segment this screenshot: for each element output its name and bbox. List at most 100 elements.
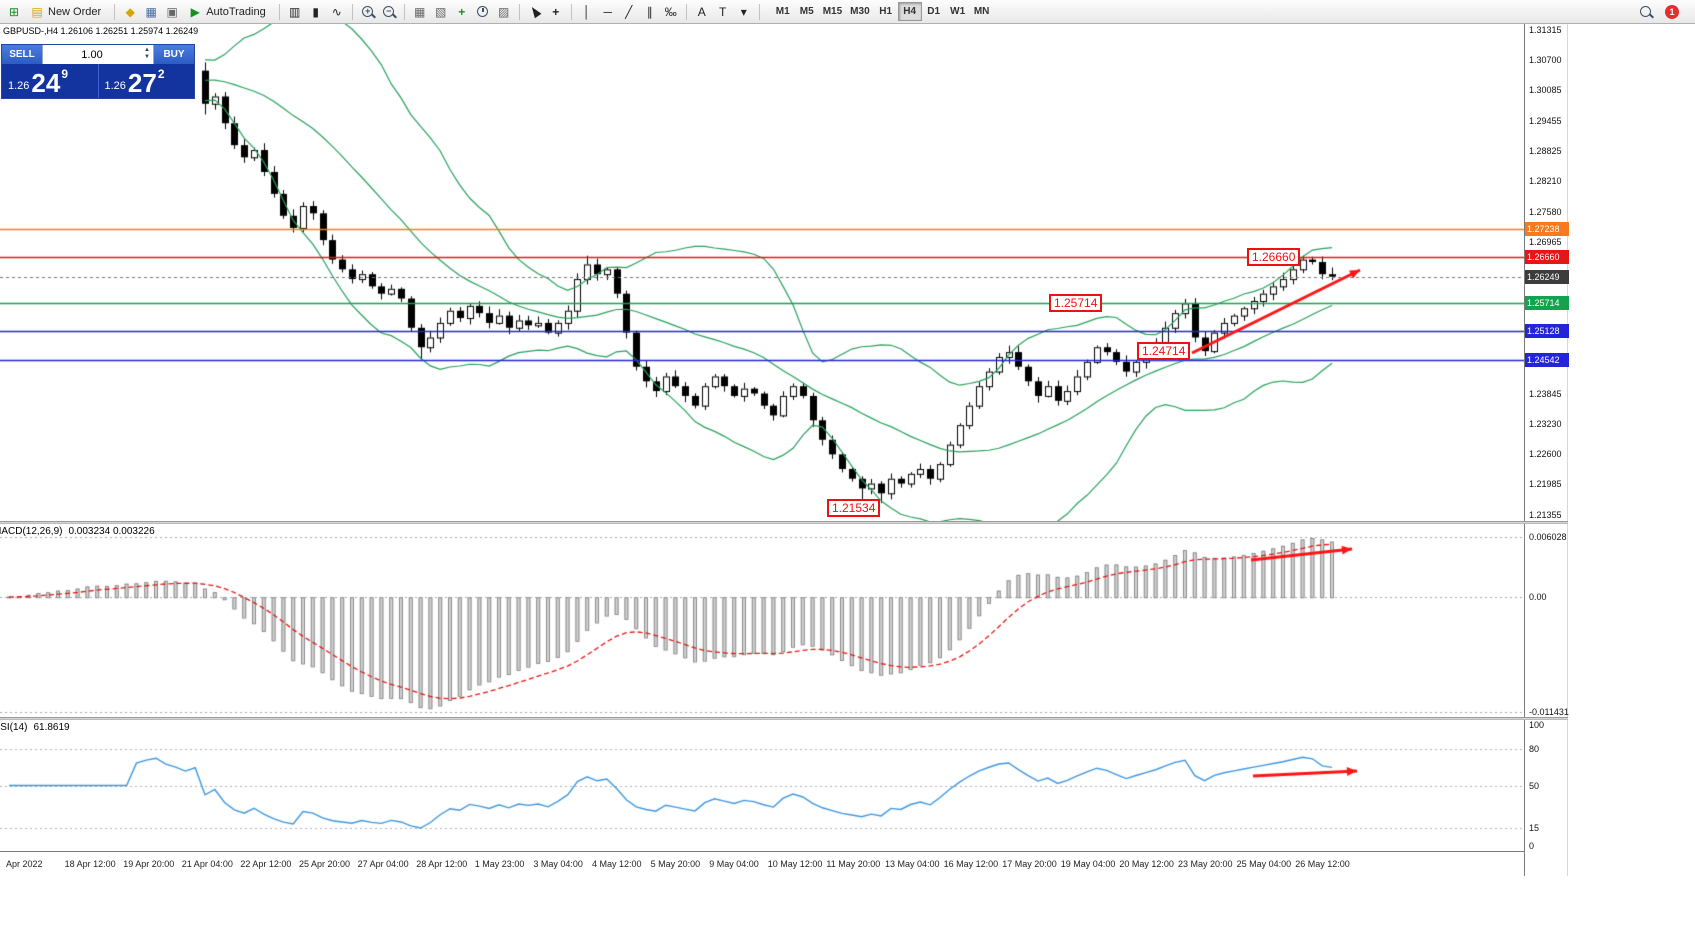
sell-price-sup: 9: [61, 67, 69, 81]
order-ticket-icon: ▤: [31, 4, 43, 19]
timeframe-h4[interactable]: H4: [897, 2, 922, 21]
time-axis-label: 22 Apr 12:00: [240, 859, 292, 869]
candlestick-chart-icon[interactable]: ▮: [312, 4, 320, 19]
volume-input[interactable]: [43, 48, 153, 61]
zoom-in-icon[interactable]: +: [358, 2, 378, 21]
bar-chart-icon[interactable]: ▥: [289, 4, 301, 19]
fibonacci-icon[interactable]: ‰: [664, 4, 677, 19]
price-scale-label: 1.21355: [1529, 510, 1562, 520]
macd-chart-canvas[interactable]: [0, 524, 1524, 717]
time-axis-label: 21 Apr 04:00: [181, 859, 233, 869]
text-icon[interactable]: A: [697, 4, 706, 19]
timeframe-m1[interactable]: M1: [775, 6, 790, 17]
main-chart-panel: GBPUSD-,H4 1.26106 1.26251 1.25974 1.262…: [0, 24, 1524, 521]
time-axis-label: 5 May 20:00: [650, 859, 701, 869]
price-scale-label: 1.26965: [1529, 236, 1562, 247]
time-axis[interactable]: Apr 2022 18 Apr 12:00 19 Apr 20:00 21 Apr 0…: [0, 851, 1524, 876]
metaeditor-icon[interactable]: ◆: [125, 4, 135, 19]
time-axis-label: 1 May 23:00: [474, 859, 525, 869]
timeframe-m15[interactable]: M15: [822, 6, 843, 17]
time-axis-label: 3 May 04:00: [533, 859, 583, 869]
time-axis-label: 16 May 12:00: [943, 859, 999, 869]
sell-price-base: 1.26: [8, 80, 30, 92]
buy-price-display[interactable]: 1.26 27 2: [97, 64, 195, 98]
macd-values: 0.003234 0.003226: [68, 526, 155, 537]
rsi-chart-canvas[interactable]: [0, 720, 1524, 851]
indicators-icon[interactable]: +: [458, 4, 466, 19]
panel-splitter[interactable]: [0, 717, 1568, 720]
periods-icon[interactable]: [473, 2, 493, 21]
candlestick-chart-canvas[interactable]: [0, 24, 1524, 521]
arrow-objects-icon[interactable]: ▾: [740, 4, 747, 19]
time-axis-label: 25 Apr 20:00: [299, 859, 351, 869]
price-annotation[interactable]: 1.24714: [1137, 342, 1191, 360]
buy-price-big: 27: [127, 68, 157, 98]
price-tag: 1.24542: [1525, 352, 1569, 367]
timeframe-w1[interactable]: W1: [950, 6, 966, 17]
search-icon[interactable]: [1635, 2, 1655, 21]
templates-icon[interactable]: ▨: [498, 4, 510, 19]
time-axis-label: Apr 2022: [6, 859, 43, 869]
time-axis-label: 23 May 20:00: [1178, 859, 1233, 869]
tile-windows-icon[interactable]: ▦: [414, 4, 426, 19]
macd-scale-label: 0.00: [1529, 592, 1547, 603]
cascade-windows-icon[interactable]: ▧: [435, 4, 447, 19]
price-scale-label: 1.22600: [1529, 449, 1562, 460]
volume-up-icon[interactable]: ▲: [144, 46, 150, 53]
trendline-icon[interactable]: ╱: [625, 4, 633, 19]
zoom-out-icon[interactable]: −: [379, 2, 399, 21]
price-tag: 1.26660: [1525, 249, 1569, 264]
volume-spinner[interactable]: ▲ ▼: [142, 45, 152, 62]
cursor-icon[interactable]: [525, 2, 545, 21]
autotrading-button[interactable]: ▶ AutoTrading: [183, 2, 274, 22]
autotrading-label: AutoTrading: [206, 5, 266, 18]
rsi-scale-label: 50: [1529, 780, 1540, 791]
price-scale-label: 1.31315: [1529, 25, 1562, 35]
time-axis-label: 11 May 20:00: [826, 859, 881, 869]
timeframe-mn[interactable]: MN: [973, 6, 990, 17]
symbol-ohlc-readout: GBPUSD-,H4 1.26106 1.26251 1.25974 1.262…: [3, 26, 199, 36]
macd-panel: MACD(12,26,9) 0.003234 0.003226: [0, 524, 1524, 717]
vertical-line-icon[interactable]: │: [582, 4, 591, 19]
price-scale[interactable]: 1.31315 1.30700 1.30085 1.29455 1.28825 1.282…: [1524, 24, 1569, 876]
timeframe-toolbar: M1 M5 M15 M30 H1 H4 D1 W1 MN: [771, 2, 994, 21]
toolbar-separator: [685, 3, 687, 20]
timeframe-d1[interactable]: D1: [927, 6, 941, 17]
rsi-panel: RSI(14) 61.8619: [0, 720, 1524, 851]
macd-label: MACD(12,26,9): [0, 526, 63, 537]
fullscreen-icon[interactable]: ▣: [166, 4, 178, 19]
channel-icon[interactable]: ∥: [646, 4, 653, 19]
panel-splitter[interactable]: [0, 521, 1568, 524]
toolbar-separator: [758, 3, 760, 20]
sell-price-display[interactable]: 1.26 24 9: [2, 64, 98, 98]
sell-price-big: 24: [31, 68, 61, 98]
print-icon[interactable]: ▦: [145, 4, 157, 19]
price-scale-label: 1.23230: [1529, 418, 1562, 429]
line-chart-icon[interactable]: ∿: [331, 4, 342, 19]
price-annotation[interactable]: 1.26660: [1247, 248, 1301, 266]
timeframe-h1[interactable]: H1: [879, 6, 893, 17]
price-scale-label: 1.21985: [1529, 479, 1562, 490]
toolbar-separator: [278, 3, 280, 20]
toolbar-separator: [351, 3, 353, 20]
horizontal-line-icon[interactable]: ─: [603, 4, 612, 19]
rsi-label: RSI(14): [0, 722, 28, 733]
sell-button[interactable]: SELL: [2, 45, 42, 64]
price-annotation[interactable]: 1.25714: [1049, 294, 1103, 312]
notification-badge[interactable]: 1: [1665, 4, 1679, 19]
buy-button[interactable]: BUY: [154, 45, 194, 64]
price-tag: 1.26249: [1525, 269, 1569, 284]
timeframe-m5[interactable]: M5: [799, 6, 814, 17]
crosshair-icon[interactable]: +: [552, 4, 560, 19]
price-scale-label: 1.27580: [1529, 206, 1562, 217]
timeframe-m30[interactable]: M30: [850, 6, 870, 17]
time-axis-label: 25 May 04:00: [1236, 859, 1292, 869]
price-annotation[interactable]: 1.21534: [827, 499, 881, 517]
new-chart-icon[interactable]: ⊞: [8, 4, 20, 19]
text-label-icon[interactable]: T: [719, 4, 727, 19]
volume-down-icon[interactable]: ▼: [144, 53, 150, 60]
toolbar-separator: [518, 3, 520, 20]
new-order-button[interactable]: ▤ New Order: [25, 2, 109, 22]
autotrading-play-icon: ▶: [190, 4, 200, 19]
main-toolbar: ⊞ ▤ New Order ◆ ▦ ▣ ▶ AutoTrading ▥ ▮ ∿ …: [0, 0, 1695, 24]
